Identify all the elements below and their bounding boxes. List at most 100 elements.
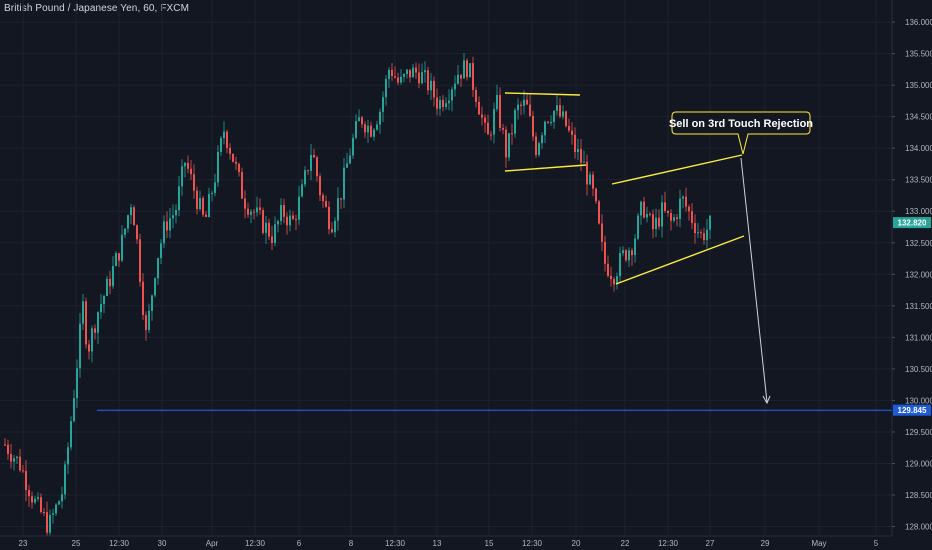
candle xyxy=(166,211,168,239)
candle xyxy=(427,66,429,95)
target-price-text: 129.845 xyxy=(898,406,927,415)
candle xyxy=(415,62,417,79)
candle xyxy=(295,214,297,231)
wedge-upper-trendline[interactable] xyxy=(611,154,743,185)
candle xyxy=(160,239,162,265)
x-tick-label: 20 xyxy=(572,539,581,548)
candle xyxy=(193,164,195,199)
candle xyxy=(127,214,129,233)
y-tick-label: 128.500 xyxy=(905,491,932,500)
candle xyxy=(169,207,171,239)
candle xyxy=(241,167,243,199)
candle xyxy=(205,211,207,218)
candle xyxy=(583,150,585,163)
x-axis-labels: 23 25 12:30 30 Apr 12:30 6 8 12:30 13 15 12:30 20 22 1… xyxy=(19,539,879,548)
candle xyxy=(685,187,687,212)
candle xyxy=(658,209,660,230)
candle xyxy=(574,127,576,159)
candle xyxy=(556,94,558,116)
candle xyxy=(202,196,204,217)
candle xyxy=(91,325,93,363)
candle xyxy=(313,148,315,158)
candle xyxy=(124,228,126,238)
y-tick-label: 131.500 xyxy=(905,302,932,311)
candle xyxy=(655,208,657,237)
projection-arrow-line[interactable] xyxy=(740,157,768,403)
candle xyxy=(460,74,462,88)
candle xyxy=(271,226,273,250)
candle xyxy=(700,229,702,239)
x-tick-label: 23 xyxy=(19,539,28,548)
candle xyxy=(475,87,477,108)
candle xyxy=(256,196,258,217)
candle xyxy=(145,311,147,341)
candle xyxy=(457,65,459,85)
candle xyxy=(514,107,516,138)
candle xyxy=(595,187,597,204)
candle xyxy=(343,157,345,209)
candle xyxy=(634,233,636,263)
candle xyxy=(7,439,9,460)
candle xyxy=(382,91,384,122)
candle xyxy=(706,219,708,249)
candle xyxy=(28,484,30,508)
candle xyxy=(442,94,444,112)
candle xyxy=(667,210,669,217)
candle xyxy=(250,209,252,224)
candle xyxy=(43,508,45,517)
candle xyxy=(373,128,375,141)
candle xyxy=(613,276,615,292)
candle xyxy=(67,442,69,474)
x-tick-label: 8 xyxy=(349,539,354,548)
wedge-lower-trendline[interactable] xyxy=(615,235,745,285)
candle xyxy=(103,294,105,314)
candle xyxy=(4,438,6,447)
candle xyxy=(436,88,438,116)
candle xyxy=(121,225,123,263)
y-tick-label: 134.500 xyxy=(905,113,932,122)
candle xyxy=(430,72,432,101)
candle xyxy=(352,133,354,159)
candle xyxy=(478,96,480,115)
candle xyxy=(304,166,306,188)
candle xyxy=(409,69,411,83)
candle xyxy=(496,84,498,112)
candle xyxy=(694,214,696,244)
x-tick-label: Apr xyxy=(206,539,219,548)
candle xyxy=(142,273,144,321)
candle xyxy=(688,204,690,221)
candle xyxy=(490,130,492,141)
candle xyxy=(268,218,270,241)
candle xyxy=(88,339,90,360)
candle xyxy=(397,72,399,86)
candle xyxy=(412,63,414,78)
candle xyxy=(673,213,675,223)
candle xyxy=(550,115,552,126)
candle xyxy=(661,195,663,238)
candle xyxy=(625,248,627,263)
candle xyxy=(562,105,564,120)
candle xyxy=(175,204,177,224)
candle xyxy=(604,235,606,272)
candle xyxy=(52,508,54,524)
candle xyxy=(301,179,303,198)
candle xyxy=(592,171,594,197)
candle xyxy=(277,219,279,233)
flag-top-trendline[interactable] xyxy=(504,92,581,96)
candle xyxy=(544,120,546,143)
candle xyxy=(139,233,141,287)
candle xyxy=(187,155,189,174)
candle xyxy=(346,153,348,168)
callout-box[interactable]: Sell on 3rd Touch Rejection xyxy=(669,111,813,155)
y-tick-label: 129.000 xyxy=(905,459,932,468)
candle xyxy=(229,143,231,160)
x-tick-label: 22 xyxy=(621,539,630,548)
flag-bottom-trendline[interactable] xyxy=(504,164,587,172)
candle xyxy=(463,52,465,79)
candle xyxy=(31,491,33,509)
candle xyxy=(211,190,213,202)
candle xyxy=(526,93,528,106)
candle xyxy=(208,188,210,218)
